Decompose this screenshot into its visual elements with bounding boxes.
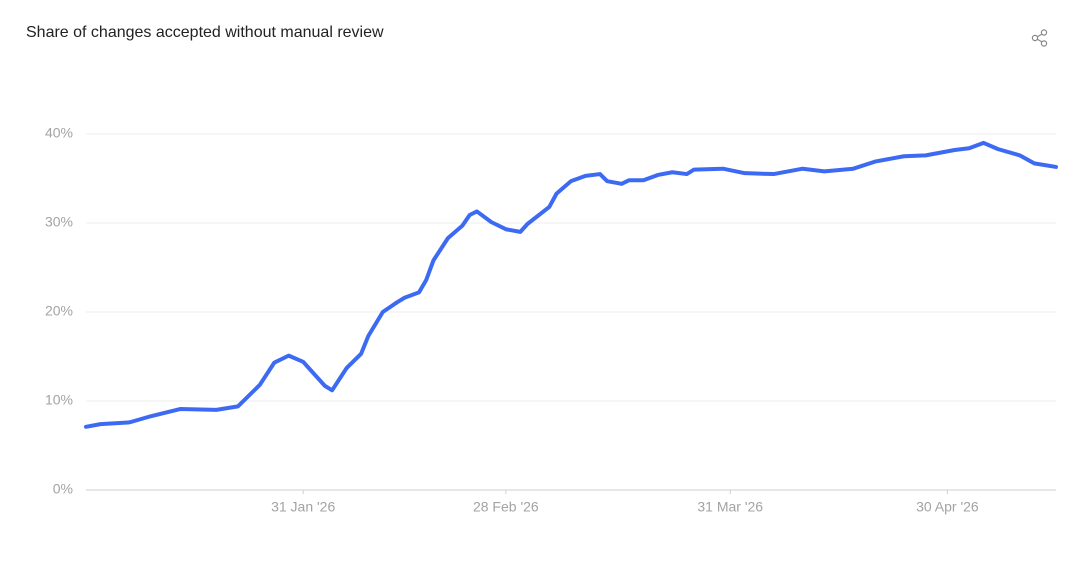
data-line [84, 140, 1058, 429]
y-tick-label: 40% [45, 125, 73, 141]
y-tick-label: 0% [53, 481, 73, 497]
chart-title: Share of changes accepted without manual… [26, 24, 384, 41]
share-icon[interactable] [1031, 29, 1048, 47]
y-tick-label: 10% [45, 392, 73, 408]
x-tick-label: 28 Feb '26 [473, 499, 539, 515]
x-tick-label: 31 Mar '26 [697, 499, 763, 515]
y-tick-label: 20% [45, 303, 73, 319]
x-tick-label: 30 Apr '26 [916, 499, 979, 515]
x-tick-label: 31 Jan '26 [271, 499, 335, 515]
y-tick-label: 30% [45, 214, 73, 230]
